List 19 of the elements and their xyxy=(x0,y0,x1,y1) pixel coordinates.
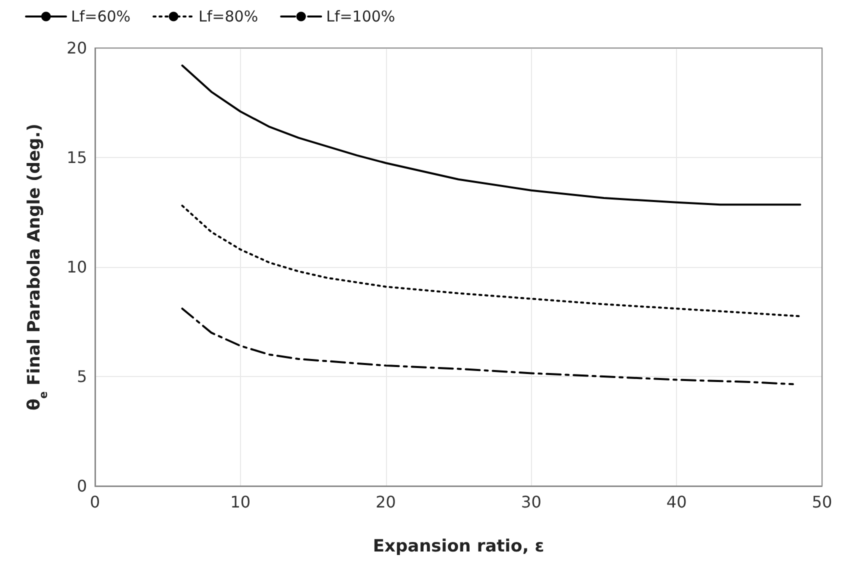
line-series xyxy=(181,308,794,386)
line-series xyxy=(181,204,802,318)
line-series xyxy=(181,64,802,206)
x-tick-label: 20 xyxy=(376,492,396,512)
y-tick-label: 15 xyxy=(66,148,87,167)
x-tick-label: 30 xyxy=(521,492,542,512)
y-tick-label: 5 xyxy=(76,367,87,386)
y-tick-label: 10 xyxy=(66,258,87,276)
y-axis-title: θe Final Parabola Angle (deg.) xyxy=(24,124,50,410)
legend-label: Lf=100% xyxy=(326,8,396,26)
legend-label: Lf=80% xyxy=(198,8,258,26)
x-tick-label: 40 xyxy=(666,492,687,512)
y-tick-label: 20 xyxy=(66,38,87,58)
y-tick-label: 0 xyxy=(76,476,87,496)
legend-label: Lf=60% xyxy=(71,8,131,26)
x-tick-label: 50 xyxy=(812,492,832,512)
x-tick-label: 0 xyxy=(90,492,100,512)
x-tick-label: 10 xyxy=(230,492,251,512)
x-axis-title: Expansion ratio, ε xyxy=(372,536,544,556)
